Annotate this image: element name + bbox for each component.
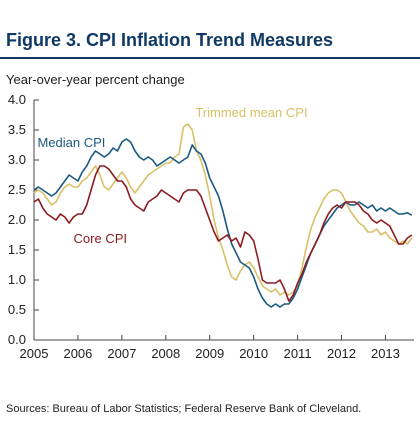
y-tick-label: 4.0: [8, 92, 26, 107]
x-tick-label: 2006: [63, 346, 92, 361]
series-label-core-cpi: Core CPI: [74, 231, 127, 246]
cpi-line-chart: 0.0 0.5 1.0 1.5 2.0 2.5 3.0 3.5 4.0 2005 2006 2007 2…: [8, 92, 414, 361]
y-tick-label: 1.5: [8, 242, 26, 257]
y-tick-label: 2.5: [8, 182, 26, 197]
y-axis-label: Year-over-year percent change: [6, 72, 185, 87]
y-tick-label: 0.5: [8, 302, 26, 317]
series-label-median-cpi: Median CPI: [38, 135, 106, 150]
chart-series-labels: Median CPI Trimmed mean CPI Core CPI: [38, 105, 308, 246]
x-tick-label: 2011: [284, 346, 312, 361]
y-tick-label: 3.5: [8, 122, 26, 137]
x-tick-label: 2005: [20, 346, 49, 361]
y-tick-label: 0.0: [8, 332, 26, 347]
x-tick-label: 2007: [107, 346, 136, 361]
series-line-median-cpi: [33, 138, 413, 308]
series-line-core-cpi: [33, 165, 413, 302]
source-note: Sources: Bureau of Labor Statistics; Fed…: [6, 403, 362, 415]
x-tick-label: 2009: [195, 346, 224, 361]
chart-tick-labels: 0.0 0.5 1.0 1.5 2.0 2.5 3.0 3.5 4.0 2005 2006 2007 2…: [8, 92, 400, 361]
x-tick-label: 2008: [151, 346, 180, 361]
series-line-trimmed-mean-cpi: [33, 123, 413, 296]
x-tick-label: 2012: [327, 346, 356, 361]
chart-axes: [33, 99, 414, 341]
y-tick-label: 2.0: [8, 212, 26, 227]
y-tick-label: 3.0: [8, 152, 26, 167]
figure-title: Figure 3. CPI Inflation Trend Measures: [6, 30, 334, 50]
y-tick-label: 1.0: [8, 272, 26, 287]
title-rule: [0, 57, 420, 59]
chart-series-lines: [33, 123, 413, 308]
x-tick-label: 2010: [239, 346, 268, 361]
series-label-trimmed-mean-cpi: Trimmed mean CPI: [195, 105, 307, 120]
x-tick-label: 2013: [371, 346, 400, 361]
